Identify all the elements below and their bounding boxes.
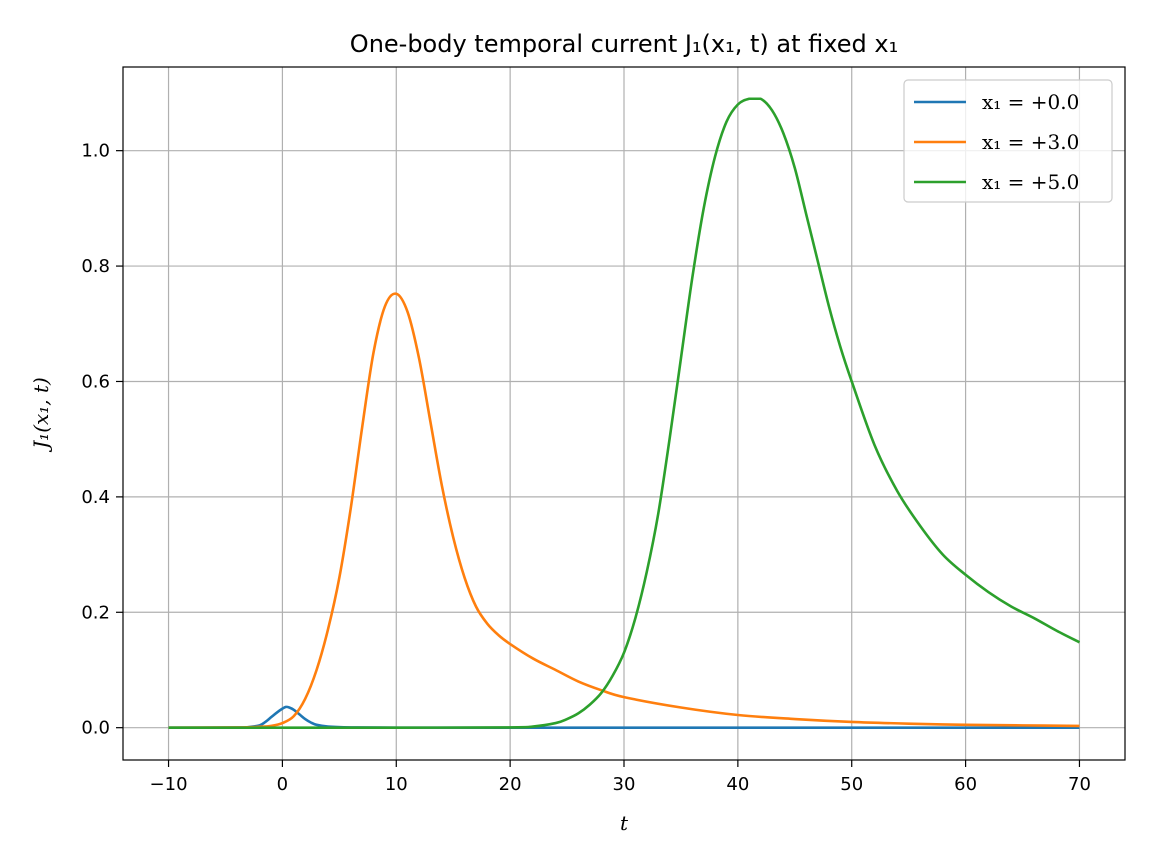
- legend-label-2: x₁ = +5.0: [982, 170, 1079, 194]
- series-line-1: [168, 292, 1080, 729]
- y-tick-label: 1.0: [81, 141, 110, 162]
- legend-box: [903, 79, 1113, 203]
- axis-ticks: −10 0 10 20 30 40 50 60 70 0.0 0.2 0.4 0.6 0.8 1.0: [81, 141, 1091, 795]
- x-tick-label: 30: [613, 774, 636, 795]
- x-tick-label: 0: [277, 774, 288, 795]
- y-tick-label: 0.0: [81, 718, 110, 739]
- x-tick-label: 40: [726, 774, 749, 795]
- legend-label-1: x₁ = +3.0: [982, 130, 1079, 154]
- legend: x₁ = +0.0 x₁ = +3.0 x₁ = +5.0: [903, 79, 1113, 203]
- legend-label-0: x₁ = +0.0: [982, 90, 1079, 114]
- y-tick-label: 0.8: [81, 256, 110, 277]
- y-axis-label: J₁(x₁, t): [29, 377, 53, 453]
- y-tick-label: 0.2: [81, 602, 110, 623]
- x-tick-label: 20: [499, 774, 522, 795]
- x-tick-label: 70: [1068, 774, 1091, 795]
- x-tick-label: 10: [385, 774, 408, 795]
- chart-title: One-body temporal current J₁(x₁, t) at f…: [350, 30, 898, 58]
- x-axis-label: t: [620, 811, 629, 835]
- x-tick-label: −10: [150, 774, 188, 795]
- plot-series: [168, 97, 1081, 729]
- x-tick-label: 60: [954, 774, 977, 795]
- y-tick-label: 0.6: [81, 371, 110, 392]
- y-tick-label: 0.4: [81, 487, 110, 508]
- x-tick-label: 50: [840, 774, 863, 795]
- series-line-2: [168, 97, 1081, 729]
